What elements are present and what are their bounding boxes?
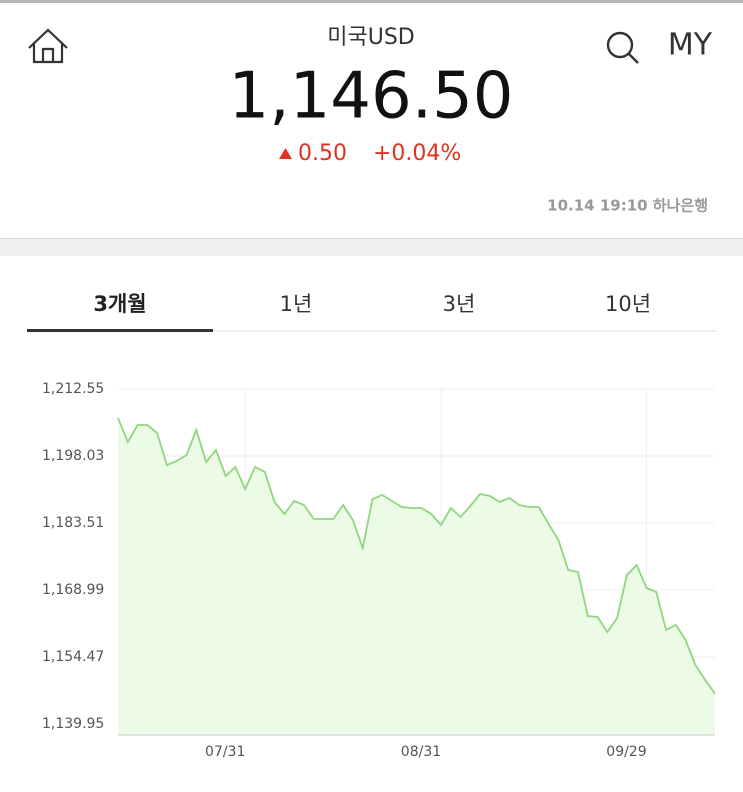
y-tick-label: 1,183.51 [42,515,104,531]
tab[interactable]: 1년 [280,292,313,316]
my-menu[interactable]: MY [668,28,713,63]
search-button[interactable] [606,31,639,64]
y-tick-label: 1,139.95 [42,716,104,732]
tab[interactable]: 10년 [605,292,651,316]
x-tick-label: 08/31 [401,744,441,760]
price: 1,146.50 [229,60,514,134]
top-border [0,0,743,3]
area-fill [118,418,715,735]
price-line [117,417,716,695]
tab[interactable]: 3개월 [93,292,146,316]
up-arrow [279,148,292,159]
tab-underline [27,329,213,332]
currency-title: 미국USD [327,25,415,50]
home-button[interactable] [28,28,68,64]
y-tick-label: 1,198.03 [42,448,104,464]
chart: 1,212.55 1,198.03 1,183.51 1,168.99 1,154.47… [42,381,716,760]
y-tick-label: 1,212.55 [42,381,104,397]
y-tick-label: 1,154.47 [42,649,104,665]
timestamp: 10.14 19:10 하나은행 [547,197,708,215]
x-tick-label: 09/29 [606,744,646,760]
x-tick-label: 07/31 [205,744,245,760]
tab[interactable]: 3년 [443,292,476,316]
separator [0,238,743,256]
change-percent: +0.04% [373,141,461,166]
y-tick-label: 1,168.99 [42,582,104,598]
change: 0.50 [298,141,347,166]
